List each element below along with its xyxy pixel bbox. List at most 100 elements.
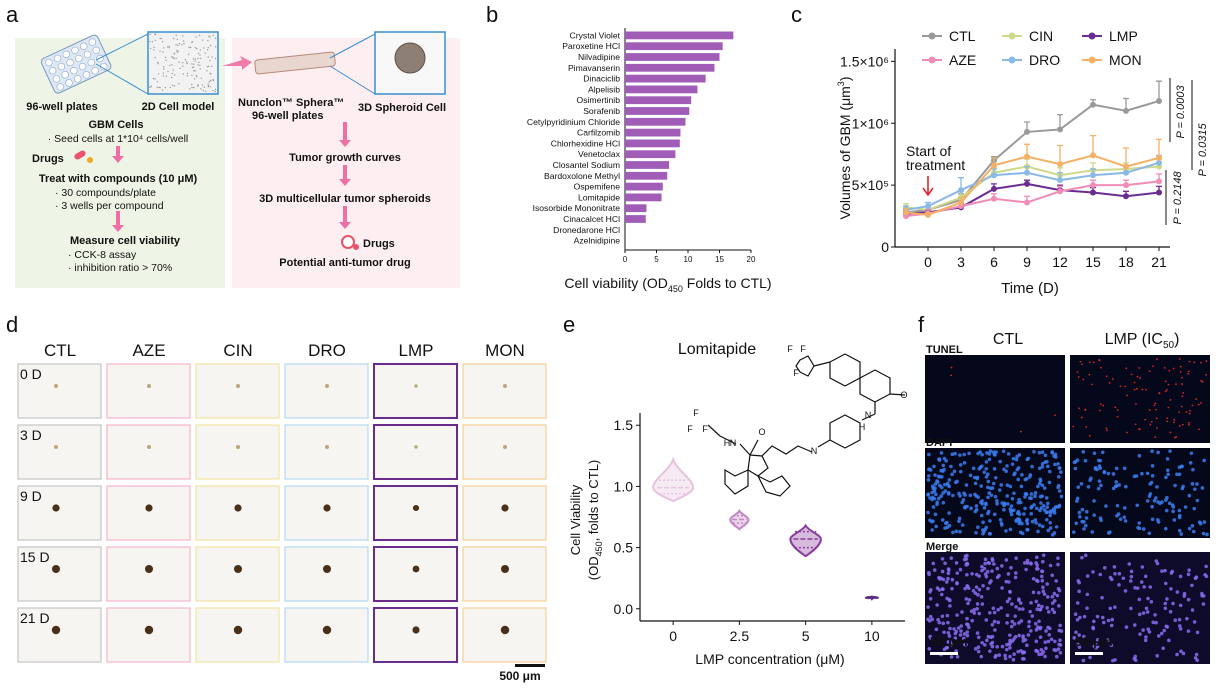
cell bbox=[177, 44, 179, 46]
nucleus bbox=[1021, 634, 1025, 638]
cell bbox=[208, 80, 211, 83]
nucleus bbox=[955, 571, 960, 575]
cell bbox=[207, 83, 209, 85]
nucleus bbox=[1054, 579, 1058, 583]
nucleus bbox=[966, 622, 970, 627]
well bbox=[92, 46, 100, 55]
nucleus bbox=[942, 630, 946, 635]
nucleus bbox=[959, 624, 964, 628]
nucleus bbox=[1013, 614, 1018, 618]
nucleus bbox=[1181, 395, 1184, 398]
nucleus bbox=[1024, 567, 1028, 572]
nucleus bbox=[1034, 648, 1039, 653]
nucleus bbox=[1188, 412, 1191, 415]
nucleus bbox=[1163, 581, 1168, 586]
nucleus bbox=[977, 611, 981, 616]
cell bbox=[188, 53, 190, 56]
point bbox=[1057, 177, 1063, 184]
nucleus bbox=[965, 633, 970, 638]
point bbox=[1123, 169, 1129, 176]
spheroid bbox=[501, 504, 509, 512]
nucleus bbox=[1020, 521, 1024, 526]
cell bbox=[199, 57, 202, 60]
atom-label: F bbox=[800, 344, 806, 354]
nucleus bbox=[1147, 630, 1152, 634]
pill-icon bbox=[341, 235, 359, 250]
nucleus bbox=[945, 525, 950, 530]
nucleus bbox=[1017, 521, 1022, 526]
nucleus bbox=[941, 577, 946, 582]
nucleus bbox=[1045, 459, 1049, 464]
spheroid-image bbox=[462, 607, 547, 663]
nucleus bbox=[997, 573, 1001, 578]
y-tick-label: Crystal Violet bbox=[570, 30, 621, 40]
nucleus bbox=[939, 468, 943, 473]
nucleus bbox=[1010, 508, 1015, 513]
nucleus bbox=[1179, 649, 1183, 654]
nucleus bbox=[1074, 521, 1079, 526]
cell bbox=[206, 65, 209, 68]
cell bbox=[164, 56, 167, 59]
nucleus bbox=[1145, 471, 1150, 476]
point bbox=[1123, 182, 1129, 189]
cell bbox=[186, 61, 188, 63]
cell bbox=[162, 47, 165, 49]
nucleus bbox=[982, 506, 987, 510]
nucleus bbox=[1012, 622, 1017, 626]
nucleus bbox=[1038, 626, 1042, 631]
nucleus bbox=[932, 568, 937, 572]
cell bbox=[156, 86, 158, 89]
nucleus bbox=[1081, 450, 1086, 454]
nucleus bbox=[1113, 605, 1117, 609]
nucleus bbox=[1048, 626, 1052, 631]
y-tick-label: Pimavanserin bbox=[568, 63, 620, 73]
atom-label: F bbox=[793, 368, 799, 378]
spheroid bbox=[236, 384, 240, 388]
point bbox=[1024, 180, 1030, 187]
cell bbox=[215, 46, 217, 48]
nucleus bbox=[976, 525, 980, 529]
spheroid-image bbox=[106, 485, 191, 541]
nucleus bbox=[1155, 408, 1157, 411]
cell bbox=[191, 63, 193, 65]
nucleus bbox=[945, 520, 949, 525]
nucleus bbox=[1106, 531, 1111, 535]
nucleus bbox=[1096, 458, 1101, 463]
nucleus bbox=[960, 610, 964, 614]
nucleus bbox=[1154, 620, 1158, 625]
cell bbox=[153, 46, 155, 49]
cell bbox=[201, 84, 204, 86]
nucleus bbox=[979, 464, 984, 469]
nucleus bbox=[1040, 461, 1045, 466]
nucleus bbox=[1198, 428, 1200, 431]
nucleus bbox=[1201, 380, 1204, 383]
nucleus bbox=[1082, 527, 1086, 531]
nucleus bbox=[1165, 495, 1169, 500]
atom-label: N bbox=[811, 446, 818, 456]
nucleus bbox=[1012, 472, 1016, 477]
nucleus bbox=[1039, 501, 1043, 505]
nucleus bbox=[1166, 472, 1170, 477]
nucleus bbox=[1113, 571, 1117, 576]
nucleus bbox=[1178, 358, 1181, 360]
spheroid bbox=[236, 445, 240, 449]
bar bbox=[625, 53, 720, 61]
nucleus bbox=[1073, 466, 1078, 471]
cell bbox=[194, 60, 196, 62]
nucleus bbox=[971, 589, 976, 593]
row-label: 21 D bbox=[20, 610, 50, 626]
nucleus bbox=[1132, 656, 1137, 661]
nucleus bbox=[1075, 496, 1080, 501]
header-part: ) bbox=[1174, 331, 1179, 348]
nucleus bbox=[1141, 527, 1146, 531]
nucleus bbox=[939, 485, 944, 490]
cell bbox=[172, 37, 175, 40]
nucleus bbox=[1041, 553, 1046, 558]
y-axis-title-sub: 450 bbox=[594, 541, 604, 556]
nucleus bbox=[944, 580, 949, 584]
nucleus bbox=[1022, 512, 1026, 516]
nucleus bbox=[935, 500, 940, 505]
nucleus bbox=[992, 467, 997, 471]
well bbox=[65, 79, 73, 87]
nucleus bbox=[1008, 633, 1012, 637]
